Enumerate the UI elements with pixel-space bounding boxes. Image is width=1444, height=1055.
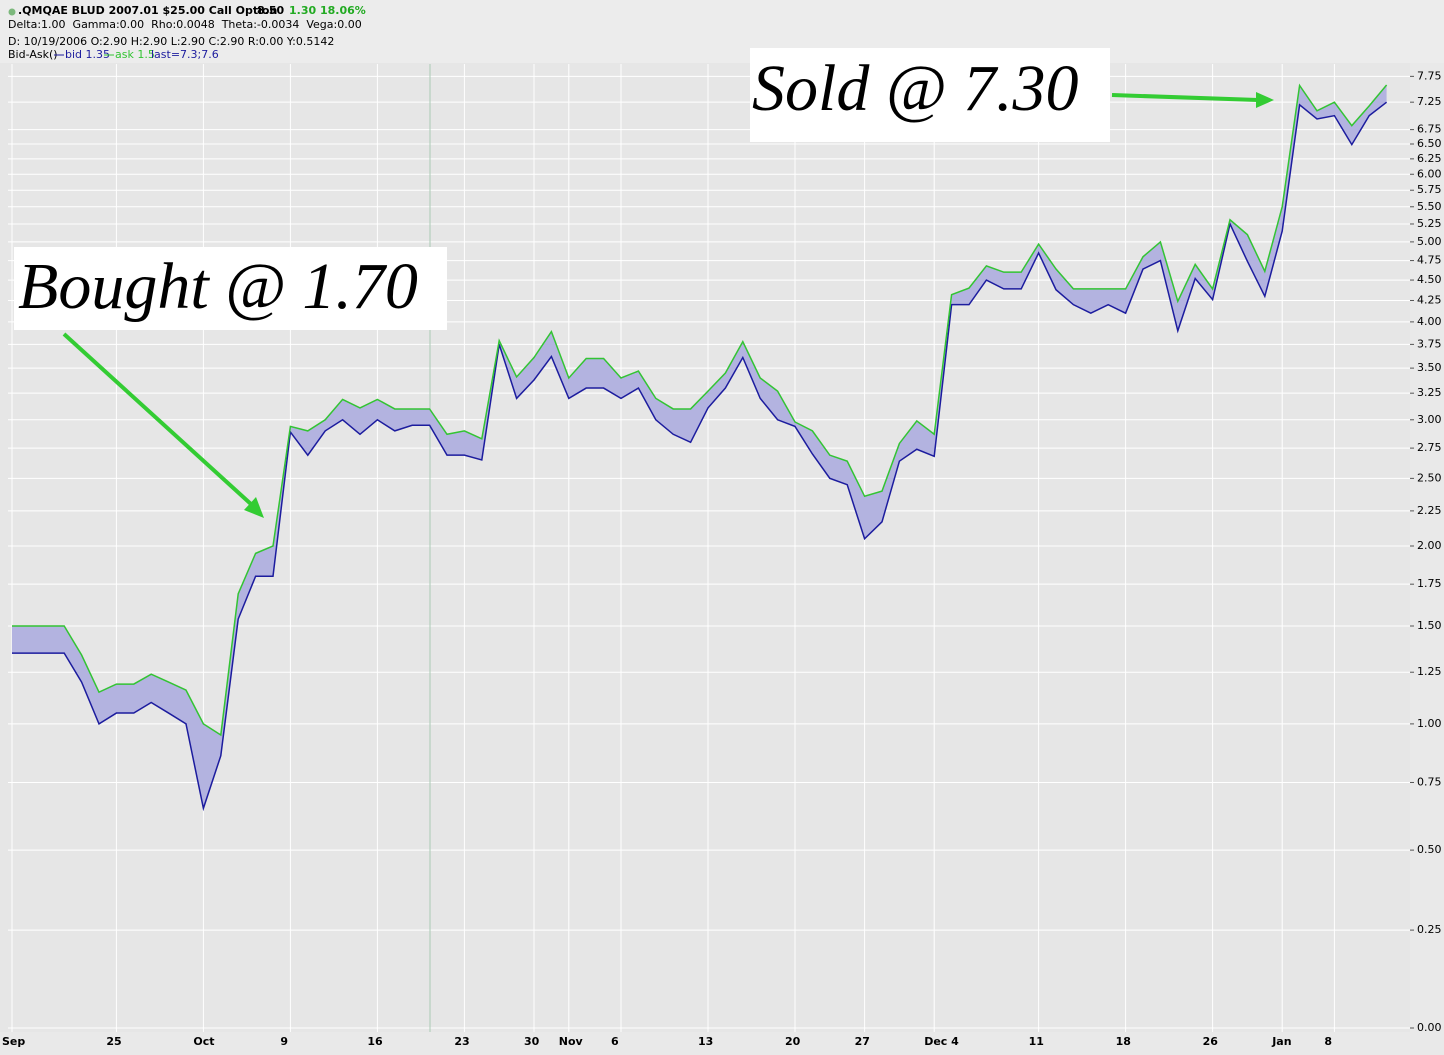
y-tick-label: 3.00 <box>1417 413 1442 426</box>
annotation-box <box>14 247 447 330</box>
y-tick-label: 2.25 <box>1417 504 1442 517</box>
x-tick-label: 25 <box>106 1035 121 1048</box>
x-tick-label: Jan <box>1271 1035 1291 1048</box>
y-tick-label: 3.75 <box>1417 337 1442 350</box>
y-tick-label: 1.00 <box>1417 717 1442 730</box>
last-label: last=7.3;7.6 <box>151 48 219 61</box>
annotation: Sold @ 7.30 <box>752 52 1079 125</box>
y-tick-label: 5.75 <box>1417 183 1442 196</box>
y-tick-label: 2.00 <box>1417 539 1442 552</box>
legend-label: ask 1.5 <box>115 48 155 61</box>
arrow <box>1111 92 1274 108</box>
y-tick-label: 7.75 <box>1417 69 1442 82</box>
indicator: Bid-Ask() <box>8 48 58 61</box>
y-tick-label: 0.50 <box>1417 843 1442 856</box>
annotation-box <box>750 48 1110 142</box>
last-price: 8.50 <box>257 4 284 17</box>
legend-label: bid 1.35 <box>65 48 110 61</box>
plot <box>12 83 1388 812</box>
x-tick-label: 8 <box>1324 1035 1332 1048</box>
x-tick-label: Dec 4 <box>924 1035 959 1048</box>
arrow <box>62 332 264 518</box>
y-tick-label: 4.75 <box>1417 254 1442 267</box>
change-pct: 18.06% <box>320 4 366 17</box>
y-tick-label: 2.75 <box>1417 441 1442 454</box>
x-tick-label: 30 <box>524 1035 540 1048</box>
ohlc: D: 10/19/2006 O:2.90 H:2.90 L:2.90 C:2.9… <box>8 35 334 48</box>
y-tick-label: 1.25 <box>1417 665 1442 678</box>
symbol: .QMQAE BLUD 2007.01 $25.00 Call Option <box>18 4 277 17</box>
y-tick-label: 5.25 <box>1417 217 1442 230</box>
y-axis-panel <box>1410 63 1444 1033</box>
y-tick-label: 6.75 <box>1417 123 1442 136</box>
y-tick-label: 7.25 <box>1417 95 1442 108</box>
axes: 0.00 0.25 0.50 0.75 1.00 1.25 1.50 1.75 2.00 2.25… <box>2 69 1442 1048</box>
greeks: Delta:1.00 Gamma:0.00 Rho:0.0048 Theta:-… <box>8 18 362 31</box>
y-tick-label: 0.25 <box>1417 923 1442 936</box>
y-tick-label: 3.50 <box>1417 361 1442 374</box>
x-tick-label: Nov <box>559 1035 584 1048</box>
change: 1.30 <box>289 4 316 17</box>
y-tick-label: 3.25 <box>1417 386 1442 399</box>
x-tick-label: 23 <box>454 1035 469 1048</box>
series-line <box>12 83 1388 737</box>
x-tick-label: 6 <box>611 1035 619 1048</box>
y-tick-label: 0.75 <box>1417 775 1442 788</box>
y-tick-label: 4.25 <box>1417 293 1442 306</box>
x-tick-label: 20 <box>785 1035 801 1048</box>
header-panel <box>0 0 1444 63</box>
y-tick-label: 4.50 <box>1417 273 1442 286</box>
x-tick-label: 13 <box>698 1035 713 1048</box>
x-tick-label: 27 <box>855 1035 870 1048</box>
y-tick-label: 6.00 <box>1417 167 1442 180</box>
x-tick-label: Oct <box>193 1035 214 1048</box>
x-axis-panel <box>0 1032 1444 1055</box>
x-tick-label: 9 <box>280 1035 288 1048</box>
y-tick-label: 4.00 <box>1417 315 1442 328</box>
annotation: Bought @ 1.70 <box>18 250 418 323</box>
series-line <box>12 101 1388 812</box>
x-tick-label: 11 <box>1029 1035 1044 1048</box>
x-tick-label: 26 <box>1203 1035 1219 1048</box>
y-tick-label: 5.50 <box>1417 200 1442 213</box>
y-tick-label: 1.50 <box>1417 619 1442 632</box>
y-tick-label: 6.50 <box>1417 137 1442 150</box>
y-tick-label: 1.75 <box>1417 577 1442 590</box>
y-tick-label: 5.00 <box>1417 235 1442 248</box>
y-tick-label: 0.00 <box>1417 1021 1442 1034</box>
y-tick-label: 2.50 <box>1417 471 1442 484</box>
x-tick-label: Sep <box>2 1035 25 1048</box>
status-icon <box>8 8 16 16</box>
x-tick-label: 16 <box>367 1035 383 1048</box>
y-tick-label: 6.25 <box>1417 152 1442 165</box>
x-tick-label: 18 <box>1116 1035 1131 1048</box>
